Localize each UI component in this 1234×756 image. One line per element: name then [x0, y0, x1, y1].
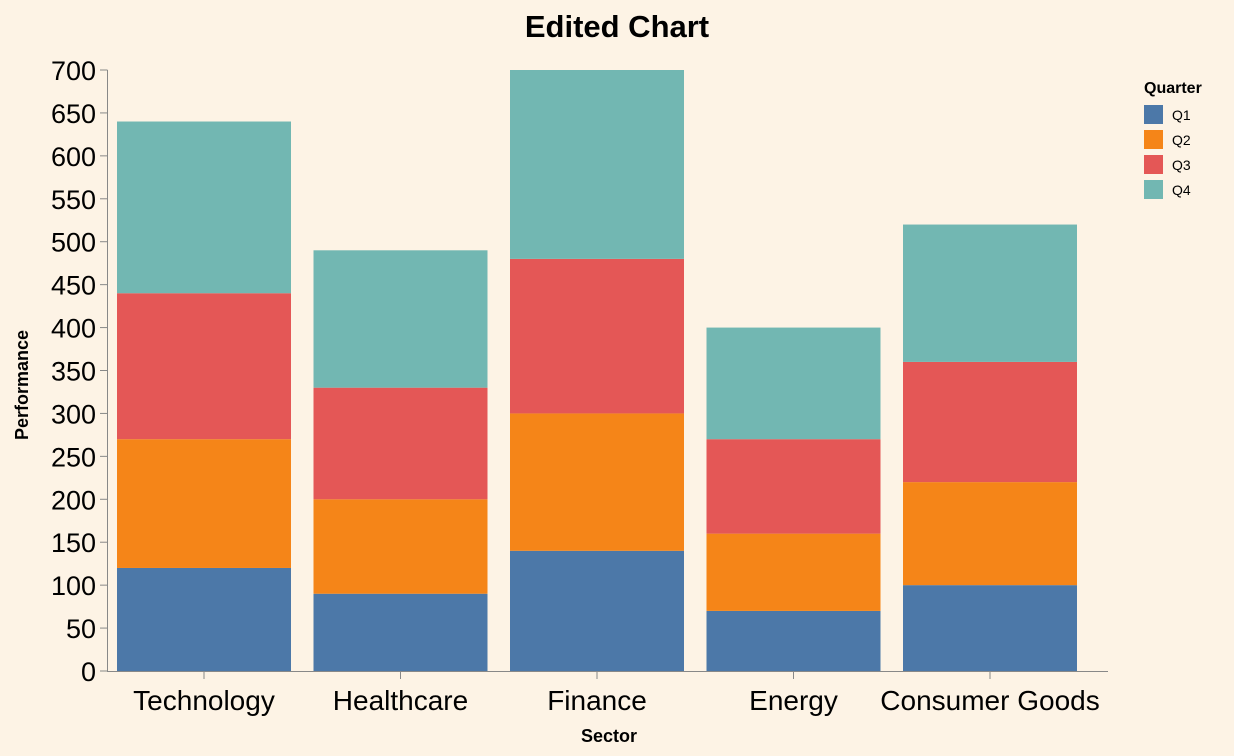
y-tick-label: 500	[51, 228, 96, 258]
y-tick-label: 650	[51, 99, 96, 129]
y-tick-label: 150	[51, 528, 96, 558]
bar-q1-1	[313, 593, 488, 671]
bar-q4-2	[510, 70, 684, 259]
bar-q4-1	[313, 250, 488, 388]
bar-q1-3	[706, 610, 881, 671]
x-axis: Technology Healthcare Finance Energy Consume…	[107, 671, 1108, 746]
bar-q2-2	[510, 413, 684, 551]
bar-q1-4	[903, 585, 1077, 671]
y-axis: 0 50 100 150 200 250 300 350 400 450 500 550 600 650 7…	[12, 56, 108, 687]
bars-layer	[117, 70, 1077, 671]
bar-q4-0	[117, 121, 291, 294]
y-tick-label: 350	[51, 357, 96, 387]
bar-q3-3	[706, 439, 881, 534]
bar-q2-4	[903, 482, 1077, 586]
y-tick-label: 300	[51, 399, 96, 429]
legend: Quarter Q1 Q2 Q3 Q4	[1144, 80, 1202, 199]
y-tick-label: 400	[51, 314, 96, 344]
bar-q2-1	[313, 499, 488, 594]
y-tick-label: 0	[81, 657, 96, 687]
x-tick-label-2: Finance	[547, 685, 647, 716]
bar-q3-0	[117, 293, 291, 440]
bar-q1-2	[510, 550, 684, 671]
x-tick-label-1: Healthcare	[333, 685, 468, 716]
bar-q4-3	[706, 327, 881, 440]
y-tick-label: 550	[51, 185, 96, 215]
legend-swatch-q3	[1144, 155, 1163, 174]
x-tick-label-3: Energy	[749, 685, 838, 716]
legend-label-q4: Q4	[1172, 182, 1191, 198]
legend-swatch-q2	[1144, 130, 1163, 149]
legend-title: Quarter	[1144, 80, 1202, 97]
y-tick-label: 200	[51, 485, 96, 515]
x-tick-label-0: Technology	[133, 685, 275, 716]
bar-q2-0	[117, 439, 291, 568]
bar-q2-3	[706, 533, 881, 611]
bar-q3-4	[903, 361, 1077, 483]
x-tick-label-4: Consumer Goods	[880, 685, 1099, 716]
y-tick-label: 50	[66, 614, 96, 644]
legend-swatch-q4	[1144, 180, 1163, 199]
x-axis-title: Sector	[581, 726, 637, 746]
legend-label-q2: Q2	[1172, 132, 1191, 148]
legend-swatch-q1	[1144, 105, 1163, 124]
bar-q4-4	[903, 224, 1077, 362]
y-tick-label: 700	[51, 56, 96, 86]
y-tick-label: 250	[51, 442, 96, 472]
y-ticks: 0 50 100 150 200 250 300 350 400 450 500 550 600 650 7…	[51, 56, 108, 687]
x-ticks: Technology Healthcare Finance Energy Consume…	[133, 671, 1100, 716]
chart-title: Edited Chart	[525, 9, 709, 44]
legend-items: Q1 Q2 Q3 Q4	[1144, 105, 1191, 199]
y-axis-title: Performance	[12, 330, 32, 440]
bar-q3-2	[510, 258, 684, 414]
bar-q3-1	[313, 387, 488, 500]
y-tick-label: 100	[51, 571, 96, 601]
y-tick-label: 600	[51, 142, 96, 172]
bar-q1-0	[117, 567, 291, 671]
y-tick-label: 450	[51, 271, 96, 301]
legend-label-q1: Q1	[1172, 107, 1191, 123]
legend-label-q3: Q3	[1172, 157, 1191, 173]
